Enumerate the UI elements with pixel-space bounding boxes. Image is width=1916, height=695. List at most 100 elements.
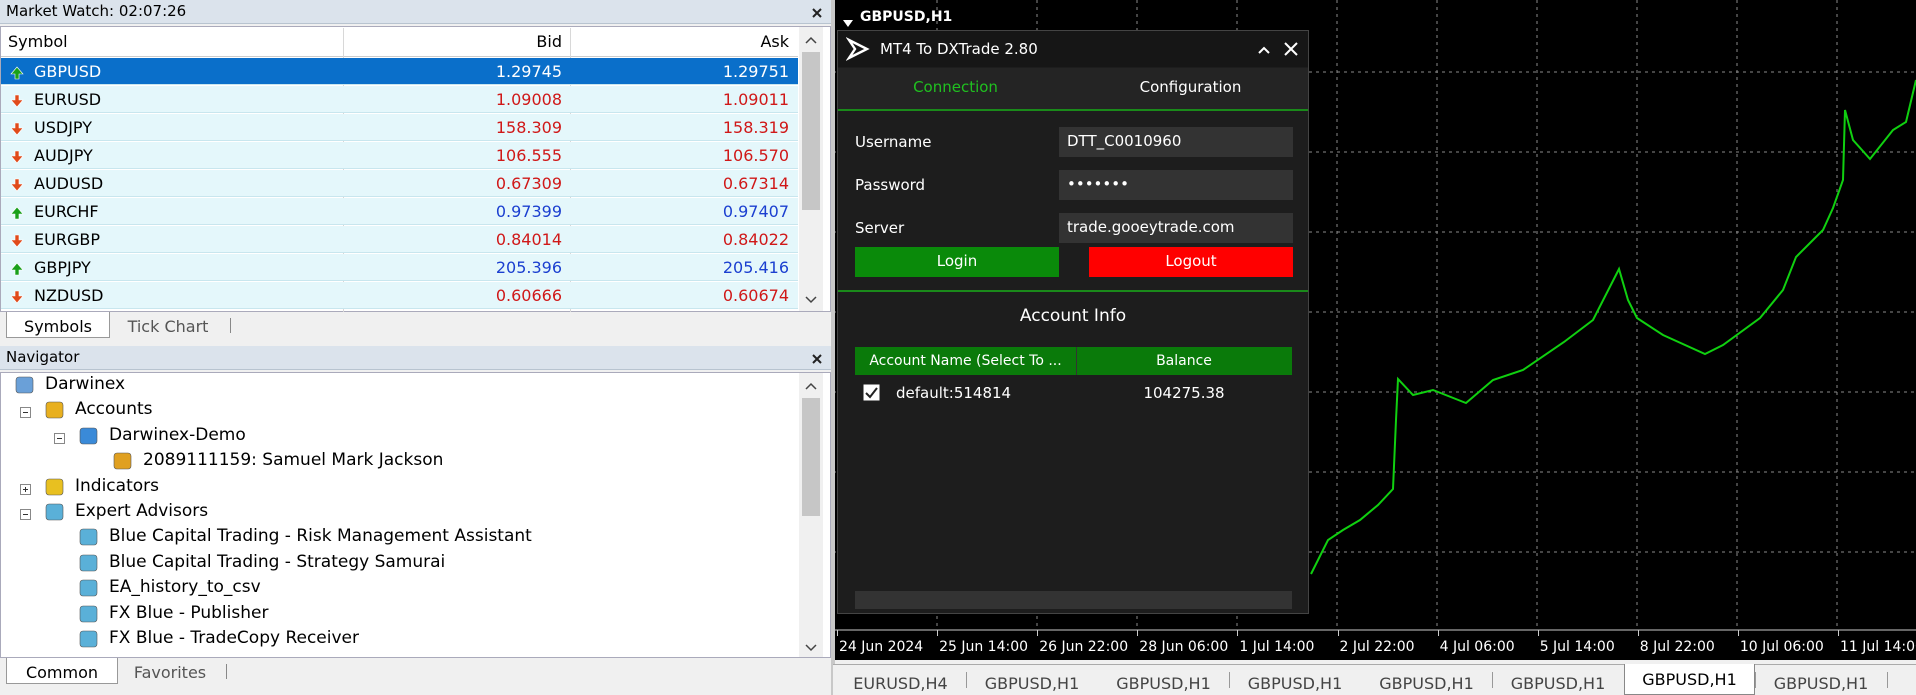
tab[interactable]: Symbols [6, 312, 110, 338]
trend-arrow [10, 65, 24, 80]
column-divider [1076, 347, 1077, 375]
x-tick [1437, 630, 1439, 636]
tree-item[interactable]: Expert Advisors [75, 501, 209, 521]
dialog-tab[interactable]: Connection [913, 78, 998, 96]
tree-item[interactable]: Indicators [75, 475, 159, 496]
expander[interactable] [20, 481, 32, 495]
scroll-down[interactable] [803, 640, 819, 654]
ask: 1.29751 [722, 62, 789, 81]
chart-tab[interactable]: GBPUSD,H1 [1098, 667, 1229, 694]
status-bar [855, 591, 1292, 609]
app-logo [845, 36, 870, 62]
chart-tab[interactable]: GBPUSD,H1 [1492, 667, 1624, 694]
input[interactable]: trade.gooeytrade.com [1059, 213, 1293, 243]
chart-tab[interactable]: GBPUSD,H1 [966, 667, 1098, 694]
tree-item[interactable]: Darwinex [45, 374, 126, 394]
panel-title: Market Watch: 02:07:26 [6, 2, 187, 20]
table-row[interactable] [1, 142, 798, 169]
ask: 0.60674 [722, 286, 789, 305]
x-label: 24 Jun 2024 [839, 639, 924, 655]
dialog-title-bar [838, 31, 1308, 67]
tree-item[interactable]: FX Blue - Publisher [109, 602, 269, 623]
expander[interactable] [54, 430, 66, 444]
column-header: Bid [536, 32, 562, 51]
x-tick [937, 630, 939, 636]
trend-arrow [10, 233, 24, 248]
table-row[interactable] [1, 58, 798, 85]
scroll-up[interactable] [803, 378, 819, 392]
chart-title: GBPUSD,H1 [860, 9, 953, 25]
chart-tab[interactable]: GBPUSD,H1 [1361, 667, 1492, 694]
tab[interactable]: Common [6, 658, 118, 684]
tree-item[interactable]: Darwinex-Demo [109, 424, 246, 445]
account-name: default:514814 [896, 384, 1012, 402]
separator [838, 290, 1308, 292]
symbol: EURCHF [34, 202, 99, 221]
bid: 1.29745 [495, 62, 562, 81]
table-row[interactable] [1, 170, 798, 197]
trend-arrow [10, 177, 24, 192]
bid: 0.60666 [495, 286, 562, 305]
close-button[interactable] [1282, 40, 1300, 58]
x-label: 2 Jul 22:00 [1339, 639, 1415, 655]
symbol: NZDUSD [34, 286, 104, 305]
tree-item[interactable]: Accounts [75, 399, 153, 420]
expander[interactable] [20, 404, 32, 419]
tree-icon [112, 451, 134, 471]
panel-title: Navigator [6, 348, 80, 366]
chart-tab[interactable]: GBPUSD,H1 [1624, 664, 1755, 695]
x-tick [1137, 630, 1139, 636]
tree-item[interactable]: EA_history_to_csv [109, 577, 261, 598]
scroll-down[interactable] [803, 292, 819, 306]
column-header: Balance [1156, 354, 1212, 368]
panel-title-bar [0, 0, 831, 24]
scroll-thumb [802, 52, 820, 210]
panel-title-bar [0, 346, 831, 370]
table-row[interactable] [1, 282, 798, 309]
x-label: 26 Jun 22:00 [1039, 639, 1129, 655]
table-row[interactable] [1, 198, 798, 225]
tab-divider [1886, 672, 1888, 688]
column-header: Account Name (Select To ... [869, 354, 1062, 368]
field-label: Server [855, 219, 905, 237]
symbol: AUDJPY [34, 146, 93, 165]
dialog-tab[interactable]: Configuration [1139, 78, 1242, 96]
chart-tab[interactable]: EURUSD,H4 [835, 667, 966, 694]
tree [0, 372, 831, 658]
chart-tab[interactable]: GBPUSD,H1 [1755, 667, 1887, 694]
table-row[interactable] [1, 86, 798, 113]
table-row[interactable] [1, 114, 798, 141]
table-row[interactable] [1, 254, 798, 281]
tab[interactable]: Favorites [118, 658, 222, 684]
checkbox[interactable] [863, 384, 881, 402]
x-label: 1 Jul 14:00 [1239, 639, 1315, 655]
ask: 158.319 [722, 118, 789, 137]
minimize-button[interactable] [1256, 42, 1272, 56]
x-tick [1537, 630, 1539, 636]
expander[interactable] [20, 506, 32, 520]
ask: 205.416 [722, 258, 789, 277]
button[interactable]: Logout [1089, 247, 1293, 277]
button[interactable]: Login [855, 247, 1059, 277]
symbol: EURUSD [34, 90, 102, 109]
close-button[interactable] [810, 5, 824, 19]
x-tick [1838, 630, 1839, 636]
balance: 104275.38 [1143, 384, 1225, 402]
tree-item[interactable]: Blue Capital Trading - Strategy Samurai [109, 551, 446, 572]
bid: 158.309 [495, 118, 562, 137]
close-button[interactable] [810, 351, 824, 365]
input[interactable]: ••••••• [1059, 170, 1293, 200]
chart-tab[interactable]: GBPUSD,H1 [1229, 667, 1361, 694]
tree-item[interactable]: FX Blue - TradeCopy Receiver [109, 628, 360, 648]
field-label: Password [855, 176, 926, 194]
table-row[interactable] [1, 226, 798, 253]
tab[interactable]: Tick Chart [110, 312, 226, 338]
tree-item[interactable]: Blue Capital Trading - Risk Management A… [109, 526, 532, 547]
tree-item[interactable]: 2089111159: Samuel Mark Jackson [143, 450, 444, 471]
x-label: 28 Jun 06:00 [1139, 639, 1229, 655]
scroll-up[interactable] [803, 32, 819, 46]
column-header: Symbol [8, 32, 68, 51]
input[interactable]: DTT_C0010960 [1059, 127, 1293, 157]
bid: 106.555 [495, 146, 562, 165]
